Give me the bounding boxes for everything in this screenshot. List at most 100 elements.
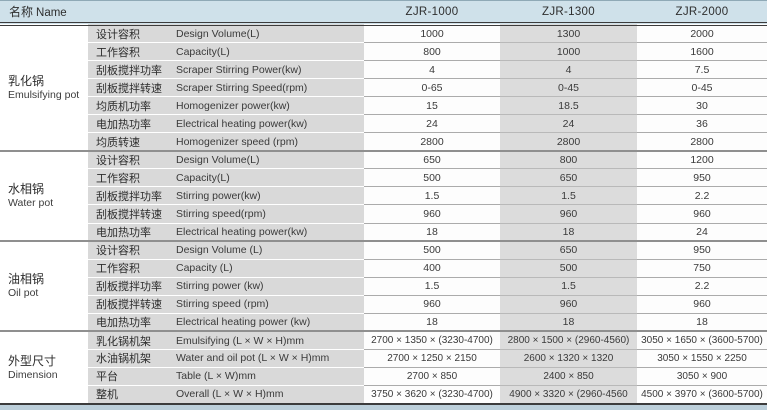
value-cell: 15	[364, 96, 500, 116]
param-name-en: Homogenizer speed (rpm)	[170, 132, 364, 152]
param-name-en: Homogenizer power(kw)	[170, 96, 364, 116]
value-cell: 400	[364, 259, 500, 278]
param-name-en: Scraper Stirring Speed(rpm)	[170, 78, 364, 98]
group-label-en: Emulsifying pot	[8, 88, 80, 101]
value-cell: 18	[364, 313, 500, 333]
value-cell: 18	[364, 223, 500, 243]
value-cell: 2.2	[637, 186, 767, 206]
value-cell: 650	[500, 168, 637, 188]
value-cell: 1.5	[364, 277, 500, 296]
model-header-zjr-1300: ZJR-1300	[500, 1, 637, 26]
value-cell: 2800 × 1500 × (2960-4560)	[500, 331, 637, 350]
param-name-cn: 刮板搅拌功率	[88, 60, 170, 80]
header-row: 名称 Name ZJR-1000 ZJR-1300 ZJR-2000	[0, 1, 767, 26]
param-name-en: Stirring speed(rpm)	[170, 204, 364, 224]
value-cell: 500	[364, 241, 500, 260]
param-name-en: Water and oil pot (L × W × H)mm	[170, 349, 364, 368]
value-cell: 36	[637, 114, 767, 134]
table-row: 刮板搅拌功率 Scraper Stirring Power(kw) 4 4 7.5	[0, 60, 767, 80]
value-cell: 960	[364, 204, 500, 224]
param-name-en: Electrical heating power(kw)	[170, 114, 364, 134]
value-cell: 960	[364, 295, 500, 314]
param-name-en: Design Volume (L)	[170, 241, 364, 260]
value-cell: 1600	[637, 42, 767, 62]
param-name-cn: 设计容积	[88, 150, 170, 170]
value-cell: 3050 × 900	[637, 367, 767, 386]
table-row: 刮板搅拌转速 Stirring speed(rpm) 960 960 960	[0, 204, 767, 224]
param-name-en: Design Volume(L)	[170, 150, 364, 170]
param-name-cn: 电加热功率	[88, 223, 170, 243]
value-cell: 2800	[637, 132, 767, 152]
table-row: 电加热功率 Electrical heating power(kw) 18 18 24	[0, 223, 767, 243]
value-cell: 960	[637, 295, 767, 314]
param-name-en: Stirring power (kw)	[170, 277, 364, 296]
param-name-en: Stirring speed (rpm)	[170, 295, 364, 314]
value-cell: 4900 × 3320 × (2960-4560	[500, 385, 637, 405]
value-cell: 1000	[364, 24, 500, 44]
value-cell: 3050 × 1550 × 2250	[637, 349, 767, 368]
value-cell: 950	[637, 241, 767, 260]
param-name-cn: 电加热功率	[88, 114, 170, 134]
param-name-cn: 工作容积	[88, 259, 170, 278]
value-cell: 960	[500, 204, 637, 224]
param-name-en: Electrical heating power (kw)	[170, 313, 364, 333]
value-cell: 800	[364, 42, 500, 62]
value-cell: 18.5	[500, 96, 637, 116]
param-name-en: Capacity(L)	[170, 42, 364, 62]
value-cell: 750	[637, 259, 767, 278]
table-row: 整机 Overall (L × W × H)mm 3750 × 3620 × (32…	[0, 385, 767, 405]
value-cell: 0-45	[500, 78, 637, 98]
value-cell: 24	[364, 114, 500, 134]
group-label-en: Water pot	[8, 196, 54, 209]
param-name-cn: 工作容积	[88, 168, 170, 188]
value-cell: 4	[500, 60, 637, 80]
value-cell: 800	[500, 150, 637, 170]
table-row: 水油锅机架 Water and oil pot (L × W × H)mm 2700…	[0, 349, 767, 368]
name-header-cell: 名称 Name	[0, 1, 364, 26]
table-row: 均质机功率 Homogenizer power(kw) 15 18.5 30	[0, 96, 767, 116]
param-name-cn: 均质转速	[88, 132, 170, 152]
param-name-cn: 设计容积	[88, 241, 170, 260]
group-label-cn: 乳化锅	[8, 73, 45, 88]
param-name-en: Emulsifying (L × W × H)mm	[170, 331, 364, 350]
group-label: 乳化锅 Emulsifying pot	[0, 24, 88, 152]
value-cell: 1200	[637, 150, 767, 170]
value-cell: 24	[637, 223, 767, 243]
value-cell: 2.2	[637, 277, 767, 296]
group-label: 水相锅 Water pot	[0, 150, 88, 243]
table-row: 外型尺寸 Dimension 乳化锅机架 Emulsifying (L × W × H…	[0, 331, 767, 404]
group-label-cn: 水相锅	[8, 181, 45, 196]
value-cell: 2700 × 1350 × (3230-4700)	[364, 331, 500, 350]
value-cell: 960	[637, 204, 767, 224]
value-cell: 2800	[364, 132, 500, 152]
spec-table-body: 乳化锅 Emulsifying pot 设计容积 Design Volume(L) 10…	[0, 24, 767, 405]
table-row: 工作容积 Capacity (L) 400 500 750	[0, 259, 767, 278]
param-name-en: Stirring power(kw)	[170, 186, 364, 206]
value-cell: 950	[637, 168, 767, 188]
param-name-en: Scraper Stirring Power(kw)	[170, 60, 364, 80]
name-label-en: Name	[36, 7, 67, 19]
value-cell: 0-65	[364, 78, 500, 98]
param-name-cn: 水油锅机架	[88, 349, 170, 368]
model-header-zjr-2000: ZJR-2000	[637, 1, 767, 26]
param-name-cn: 均质机功率	[88, 96, 170, 116]
value-cell: 3050 × 1650 × (3600-5700)	[637, 331, 767, 350]
param-name-cn: 电加热功率	[88, 313, 170, 333]
value-cell: 1000	[500, 42, 637, 62]
param-name-cn: 设计容积	[88, 24, 170, 44]
value-cell: 30	[637, 96, 767, 116]
value-cell: 500	[364, 168, 500, 188]
value-cell: 3750 × 3620 × (3230-4700)	[364, 385, 500, 405]
group-label-en: Oil pot	[8, 287, 39, 300]
value-cell: 650	[500, 241, 637, 260]
value-cell: 1300	[500, 24, 637, 44]
param-name-cn: 乳化锅机架	[88, 331, 170, 350]
group-label: 油相锅 Oil pot	[0, 241, 88, 333]
table-row: 工作容积 Capacity(L) 800 1000 1600	[0, 42, 767, 62]
param-name-cn: 刮板搅拌转速	[88, 204, 170, 224]
value-cell: 18	[500, 313, 637, 333]
value-cell: 18	[500, 223, 637, 243]
param-name-en: Table (L × W)mm	[170, 367, 364, 386]
value-cell: 2600 × 1320 × 1320	[500, 349, 637, 368]
